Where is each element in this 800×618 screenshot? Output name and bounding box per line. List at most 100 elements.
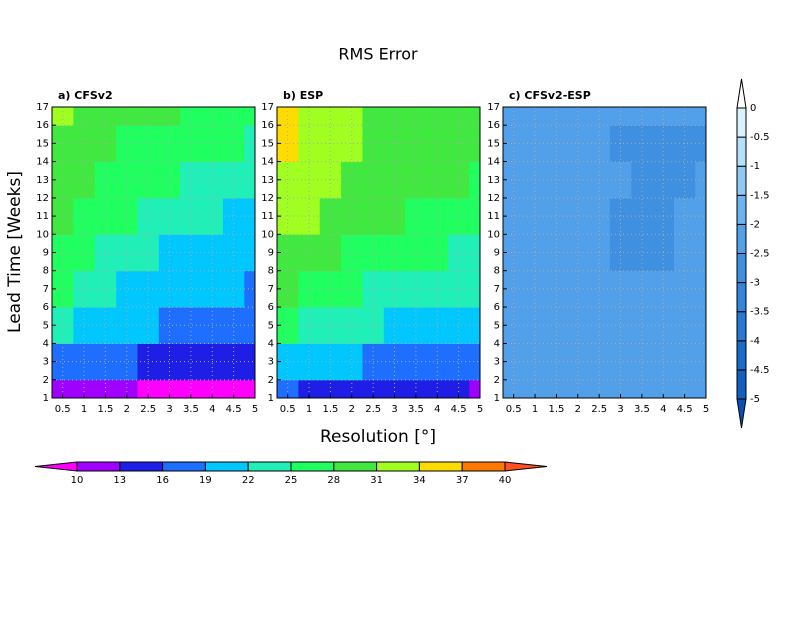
cell [222,307,245,344]
cell [277,197,299,235]
cell [447,107,470,126]
cell [116,343,138,381]
x-tick-label: 3.5 [183,404,199,415]
cell [447,379,470,398]
cell [341,107,363,126]
y-tick-label: 16 [261,120,274,131]
cell [673,343,696,381]
cell [405,107,428,126]
cell [94,270,117,308]
colorbar-label: -4 [750,336,760,347]
cell [695,307,706,344]
cell [405,234,428,272]
cell [116,197,138,235]
cell [631,270,654,308]
cell [426,379,449,398]
cell [469,107,480,126]
y-tick-label: 3 [494,357,500,368]
colorbar-box [736,282,747,313]
cell [447,270,470,308]
cell [94,307,117,344]
cell [116,270,138,308]
x-tick-label: 5 [477,404,483,415]
cell [94,197,117,235]
colorbar-box [736,340,747,371]
colorbar-box [736,223,747,254]
x-tick-label: 1.5 [322,404,338,415]
x-tick-label: 3 [617,404,623,415]
cell [158,307,181,344]
y-tick-label: 10 [487,229,500,240]
cell [341,307,363,344]
y-tick-label: 2 [43,375,49,386]
panel-title: a) CFSv2 [58,89,113,102]
cell [383,270,406,308]
y-tick-label: 12 [36,193,49,204]
cell [695,234,706,272]
cell [567,197,589,235]
y-tick-label: 2 [494,375,500,386]
cell [545,307,568,344]
cell [695,161,706,199]
x-tick-label: 2.5 [591,404,607,415]
cell [201,379,224,398]
cell [52,270,74,308]
cell [567,343,589,381]
cell [695,270,706,308]
cell [244,161,255,199]
y-tick-label: 12 [261,193,274,204]
cell [180,270,203,308]
colorbar-label: 16 [156,475,169,486]
colorbar-label: 10 [71,475,84,486]
colorbar-end [736,78,747,109]
figure-title: RMS Error [338,45,418,64]
cell [341,234,363,272]
colorbar-box [736,253,747,284]
y-tick-label: 5 [268,320,274,331]
colorbar-box [736,369,747,400]
cell [277,234,299,272]
cell [244,234,255,272]
y-tick-label: 5 [43,320,49,331]
cell [201,107,224,126]
cell [94,107,117,126]
x-tick-label: 5 [252,404,258,415]
cell [222,343,245,381]
cell [383,343,406,381]
colorbar-label: -3 [750,278,760,289]
colorbar-box [333,461,378,472]
x-tick-label: 3 [166,404,172,415]
cell [180,107,203,126]
y-tick-label: 13 [261,175,274,186]
colorbar-box [736,165,747,196]
colorbar-box [290,461,335,472]
cell [405,307,428,344]
cell [319,343,342,381]
cell [362,379,385,398]
cell [405,270,428,308]
cell [383,107,406,126]
colorbar-box [736,107,747,138]
cell [383,197,406,235]
x-tick-label: 1.5 [548,404,564,415]
y-tick-label: 9 [43,248,49,259]
cell [158,343,181,381]
cell [609,107,632,126]
cell [426,107,449,126]
frame [502,106,707,399]
cell [631,343,654,381]
cell [609,270,632,308]
cell [222,197,245,235]
cell [52,234,74,272]
colorbar-label: -3.5 [750,307,770,318]
cell [116,234,138,272]
cell [244,125,255,163]
cell [503,379,525,398]
x-tick-label: 2 [124,404,130,415]
x-tick-label: 1 [532,404,538,415]
y-tick-label: 14 [36,157,49,168]
y-tick-label: 10 [261,229,274,240]
y-tick-label: 15 [36,138,49,149]
colorbar-label: -5 [750,394,760,405]
y-tick-label: 11 [487,211,500,222]
